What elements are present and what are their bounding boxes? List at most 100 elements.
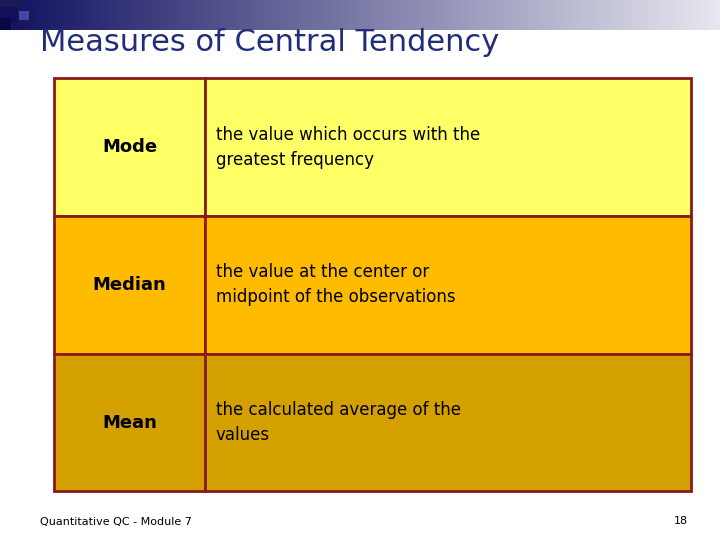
Bar	[204, 0, 207, 30]
Bar	[708, 0, 711, 30]
Bar	[521, 0, 523, 30]
Bar	[20, 11, 35, 23]
Text: Mode: Mode	[102, 138, 157, 156]
Bar	[446, 0, 449, 30]
Bar	[125, 0, 127, 30]
Bar	[641, 0, 643, 30]
Bar	[624, 0, 626, 30]
Bar	[355, 0, 358, 30]
Bar	[34, 0, 36, 30]
Bar	[564, 0, 567, 30]
Bar	[542, 0, 545, 30]
Bar	[108, 0, 110, 30]
Bar	[7, 0, 9, 30]
Bar	[600, 0, 603, 30]
Bar	[475, 0, 477, 30]
Bar	[53, 0, 55, 30]
Bar	[634, 0, 636, 30]
Bar	[271, 0, 274, 30]
Bar	[286, 0, 288, 30]
Bar	[473, 0, 475, 30]
Bar	[631, 0, 634, 30]
Bar	[81, 0, 84, 30]
Bar	[178, 0, 180, 30]
Bar	[252, 0, 254, 30]
Bar	[425, 0, 427, 30]
Bar	[466, 0, 468, 30]
Bar	[405, 0, 408, 30]
Bar	[336, 0, 338, 30]
Bar	[696, 0, 698, 30]
Bar	[389, 0, 391, 30]
Bar	[322, 0, 324, 30]
Bar	[562, 0, 564, 30]
Bar	[0, 7, 18, 23]
Bar	[362, 0, 365, 30]
Bar	[590, 0, 593, 30]
Bar	[211, 0, 214, 30]
Bar	[31, 0, 34, 30]
Bar	[653, 0, 655, 30]
Bar	[79, 0, 81, 30]
Bar	[679, 0, 682, 30]
Bar	[504, 0, 506, 30]
Bar	[593, 0, 595, 30]
Bar	[269, 0, 271, 30]
Bar	[619, 0, 621, 30]
Bar	[209, 0, 211, 30]
Bar	[19, 0, 22, 30]
Bar	[670, 0, 672, 30]
Bar	[312, 0, 315, 30]
Bar	[456, 0, 459, 30]
Bar	[19, 11, 29, 20]
Bar	[137, 0, 139, 30]
Text: the value which occurs with the
greatest frequency: the value which occurs with the greatest…	[216, 126, 480, 168]
Bar	[180, 0, 182, 30]
Bar	[279, 0, 281, 30]
Bar	[490, 0, 492, 30]
Bar	[477, 0, 480, 30]
Bar	[451, 0, 454, 30]
Bar	[403, 0, 405, 30]
Bar	[612, 0, 614, 30]
Bar	[168, 0, 171, 30]
Bar	[511, 0, 513, 30]
Bar	[585, 0, 588, 30]
Bar	[461, 0, 463, 30]
Bar	[603, 0, 605, 30]
Bar	[48, 0, 50, 30]
Bar	[297, 0, 300, 30]
Bar	[261, 0, 264, 30]
Text: Quantitative QC - Module 7: Quantitative QC - Module 7	[40, 516, 192, 526]
Bar	[554, 0, 557, 30]
Bar	[706, 0, 708, 30]
Bar	[156, 0, 158, 30]
Bar	[77, 0, 79, 30]
Bar	[677, 0, 679, 30]
Bar	[329, 0, 331, 30]
Bar	[487, 0, 490, 30]
Bar	[689, 0, 691, 30]
Bar	[274, 0, 276, 30]
Bar	[377, 0, 379, 30]
Bar	[283, 0, 286, 30]
Bar	[715, 0, 718, 30]
Bar	[101, 0, 103, 30]
Bar	[24, 0, 27, 30]
Bar	[655, 0, 657, 30]
Bar	[528, 0, 531, 30]
Bar	[233, 0, 235, 30]
Bar	[423, 0, 425, 30]
Bar	[214, 0, 216, 30]
Bar	[173, 0, 175, 30]
Bar	[499, 0, 502, 30]
Bar	[675, 0, 677, 30]
Bar	[691, 0, 693, 30]
Text: Measures of Central Tendency: Measures of Central Tendency	[40, 28, 499, 57]
Bar	[583, 0, 585, 30]
Bar	[410, 0, 413, 30]
Bar	[581, 0, 583, 30]
Bar	[497, 0, 499, 30]
Bar	[660, 0, 662, 30]
Bar	[158, 0, 161, 30]
